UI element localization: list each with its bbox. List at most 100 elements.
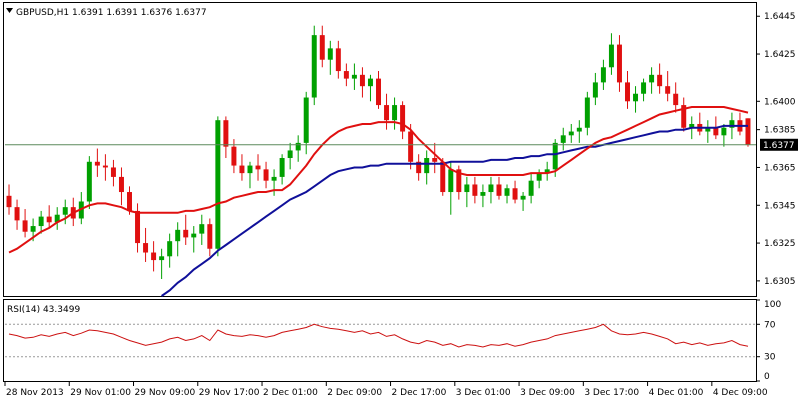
dropdown-arrow-icon[interactable]	[6, 8, 13, 13]
candle-body	[183, 229, 189, 238]
candle-body	[127, 192, 132, 211]
candle-body	[231, 146, 237, 166]
candle-body	[520, 195, 526, 200]
candle-body	[689, 123, 695, 128]
candle-body	[143, 243, 149, 253]
candle-body	[86, 161, 92, 202]
candle-body	[440, 161, 446, 193]
candle-body	[263, 169, 269, 181]
candle-body	[705, 127, 711, 132]
candle-body	[6, 195, 12, 208]
candle-body	[512, 188, 518, 200]
candles	[6, 25, 751, 279]
candle-body	[392, 105, 398, 121]
price-pane-border	[3, 2, 757, 297]
price-tick-label: 1.6325	[764, 239, 796, 249]
slow-moving-average-line	[161, 124, 748, 297]
candle-body	[488, 184, 494, 193]
candle-body	[303, 97, 309, 143]
candle-body	[311, 35, 317, 98]
candle-body	[528, 180, 534, 196]
candle-body	[351, 74, 357, 79]
current-price-label: 1.6377	[763, 141, 795, 151]
candle-body	[247, 165, 253, 174]
rsi-tick-label: 0	[764, 372, 770, 382]
rsi-pane-border	[3, 299, 757, 382]
candle-body	[673, 93, 679, 106]
candle-body	[54, 214, 60, 223]
candle-body	[408, 131, 414, 162]
candle-body	[625, 82, 630, 102]
time-tick-label: 2 Dec 09:00	[327, 388, 382, 398]
candle-body	[199, 224, 205, 234]
candle-body	[343, 71, 349, 79]
candle-body	[657, 74, 663, 87]
candle-body	[552, 142, 558, 170]
candle-body	[432, 158, 438, 162]
candle-body	[576, 127, 582, 132]
candle-body	[215, 120, 221, 249]
candle-body	[110, 167, 116, 177]
candle-body	[713, 127, 719, 136]
candle-body	[376, 78, 381, 106]
candle-body	[46, 216, 52, 223]
current-price-badge	[760, 138, 798, 151]
candle-body	[681, 105, 687, 128]
candle-body	[649, 74, 655, 83]
time-tick-label: 3 Dec 09:00	[520, 388, 575, 398]
rsi-tick-label: 100	[764, 300, 781, 310]
candle-body	[544, 169, 550, 174]
price-tick-label: 1.6445	[764, 12, 796, 22]
candle-body	[327, 48, 333, 60]
candle-body	[400, 105, 406, 132]
candle-body	[745, 118, 751, 145]
candle-body	[665, 86, 671, 94]
candle-body	[729, 120, 735, 128]
rsi-axis: 100 70 30 0	[756, 299, 781, 382]
candle-body	[191, 233, 197, 238]
candle-body	[335, 48, 341, 72]
current-price-line: 1.6377	[5, 138, 798, 151]
candle-body	[239, 165, 245, 174]
candle-body	[175, 229, 181, 242]
candle-body	[279, 158, 285, 177]
time-tick-label: 29 Nov 01:00	[70, 388, 131, 398]
price-tick-label: 1.6385	[764, 126, 796, 136]
candle-body	[62, 207, 68, 215]
candle-body	[295, 142, 301, 151]
candle-body	[118, 176, 124, 193]
time-tick-label: 29 Nov 09:00	[135, 388, 196, 398]
candle-body	[367, 78, 373, 87]
rsi-series-line	[8, 323, 749, 348]
candle-body	[504, 188, 510, 196]
candle-body	[223, 120, 229, 147]
candle-body	[287, 150, 293, 159]
time-tick-label: 4 Dec 09:00	[713, 388, 768, 398]
time-tick-label: 4 Dec 01:00	[649, 388, 704, 398]
candle-body	[159, 256, 165, 261]
price-tick-label: 1.6305	[764, 277, 796, 287]
candle-body	[536, 173, 542, 181]
price-tick-label: 1.6345	[764, 201, 796, 211]
time-tick-label: 29 Nov 17:00	[199, 388, 260, 398]
time-tick-label: 28 Nov 2013	[6, 388, 64, 398]
candle-body	[207, 224, 213, 249]
time-tick-label: 3 Dec 17:00	[584, 388, 639, 398]
candle-body	[319, 35, 325, 60]
candle-body	[14, 207, 20, 221]
price-tick-label: 1.6400	[764, 97, 796, 107]
candle-body	[721, 127, 727, 136]
candle-body	[38, 216, 44, 227]
candle-body	[480, 192, 486, 196]
price-tick-label: 1.6365	[764, 163, 796, 173]
fast-moving-average-line	[8, 106, 749, 254]
candle-body	[568, 131, 574, 136]
time-tick-label: 2 Dec 17:00	[392, 388, 447, 398]
rsi-line	[8, 323, 749, 348]
candle-body	[359, 74, 365, 87]
candle-body	[448, 169, 454, 193]
moving-averages	[8, 106, 749, 297]
candle-body	[560, 135, 566, 143]
